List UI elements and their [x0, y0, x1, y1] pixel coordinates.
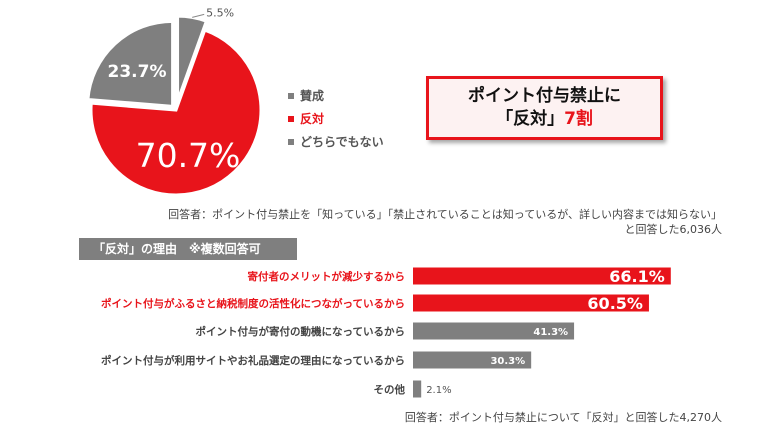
headline-line1: ポイント付与禁止に — [468, 86, 621, 106]
bar-value-label-2: 41.3% — [533, 327, 568, 338]
legend-swatch-neither — [288, 138, 294, 145]
pie-legend: 賛成 反対 どちらでもない — [288, 84, 384, 153]
legend-label-neither: どちらでもない — [300, 135, 384, 149]
legend-item-oppose: 反対 — [288, 107, 384, 130]
pie-slice-0 — [176, 14, 209, 102]
bar-category-label-4: その他 — [374, 383, 406, 396]
bar-category-label-2: ポイント付与が寄付の動機になっているから — [196, 325, 405, 338]
bar-category-label-3: ポイント付与が利用サイトやお礼品選定の理由になっているから — [101, 354, 405, 367]
respondent-note-1: 回答者：ポイント付与禁止を「知っている」「禁止されていることは知っているが、詳し… — [168, 207, 722, 237]
pie-value-label-0: 5.5% — [206, 6, 234, 19]
pie-value-label-2: 23.7% — [108, 62, 167, 82]
respondent-note-2: 回答者：ポイント付与禁止について「反対」と回答した4,270人 — [404, 411, 722, 424]
bar-value-label-4: 2.1% — [426, 385, 451, 396]
legend-label-oppose: 反対 — [300, 112, 325, 126]
legend-label-agree: 賛成 — [300, 89, 325, 103]
pie-slice-2 — [86, 19, 175, 108]
section-title: 「反対」の理由 ※複数回答可 — [79, 238, 297, 260]
respondent-note-1-line1: 回答者：ポイント付与禁止を「知っている」「禁止されていることは知っているが、詳し… — [168, 208, 722, 221]
legend-item-neither: どちらでもない — [288, 130, 384, 153]
legend-item-agree: 賛成 — [288, 84, 384, 107]
bar-3 — [413, 351, 532, 369]
legend-swatch-agree — [288, 92, 294, 99]
headline-box: ポイント付与禁止に 「反対」7割 — [426, 76, 663, 140]
pie-value-label-1: 70.7% — [136, 136, 241, 175]
bar-1 — [413, 294, 649, 312]
bar-category-label-1: ポイント付与がふるさと納税制度の活性化につながっているから — [101, 297, 405, 310]
headline-line2: 「反対」7割 — [496, 108, 593, 131]
bar-value-label-0: 66.1% — [609, 267, 665, 286]
pie-label-leader-0 — [192, 13, 205, 18]
respondent-note-1-line2: と回答した6,036人 — [624, 223, 723, 236]
pie-slice-1 — [89, 28, 263, 197]
bar-value-label-1: 60.5% — [587, 294, 643, 313]
headline-line2-quote: 「反対」 — [496, 109, 565, 129]
headline-line2-ratio: 7割 — [564, 109, 593, 129]
bar-0 — [413, 267, 671, 285]
bar-4 — [413, 380, 422, 398]
bar-value-label-3: 30.3% — [490, 356, 525, 367]
legend-swatch-oppose — [288, 115, 294, 122]
bar-category-label-0: 寄付者のメリットが減少するから — [248, 270, 406, 283]
bar-2 — [413, 322, 575, 340]
